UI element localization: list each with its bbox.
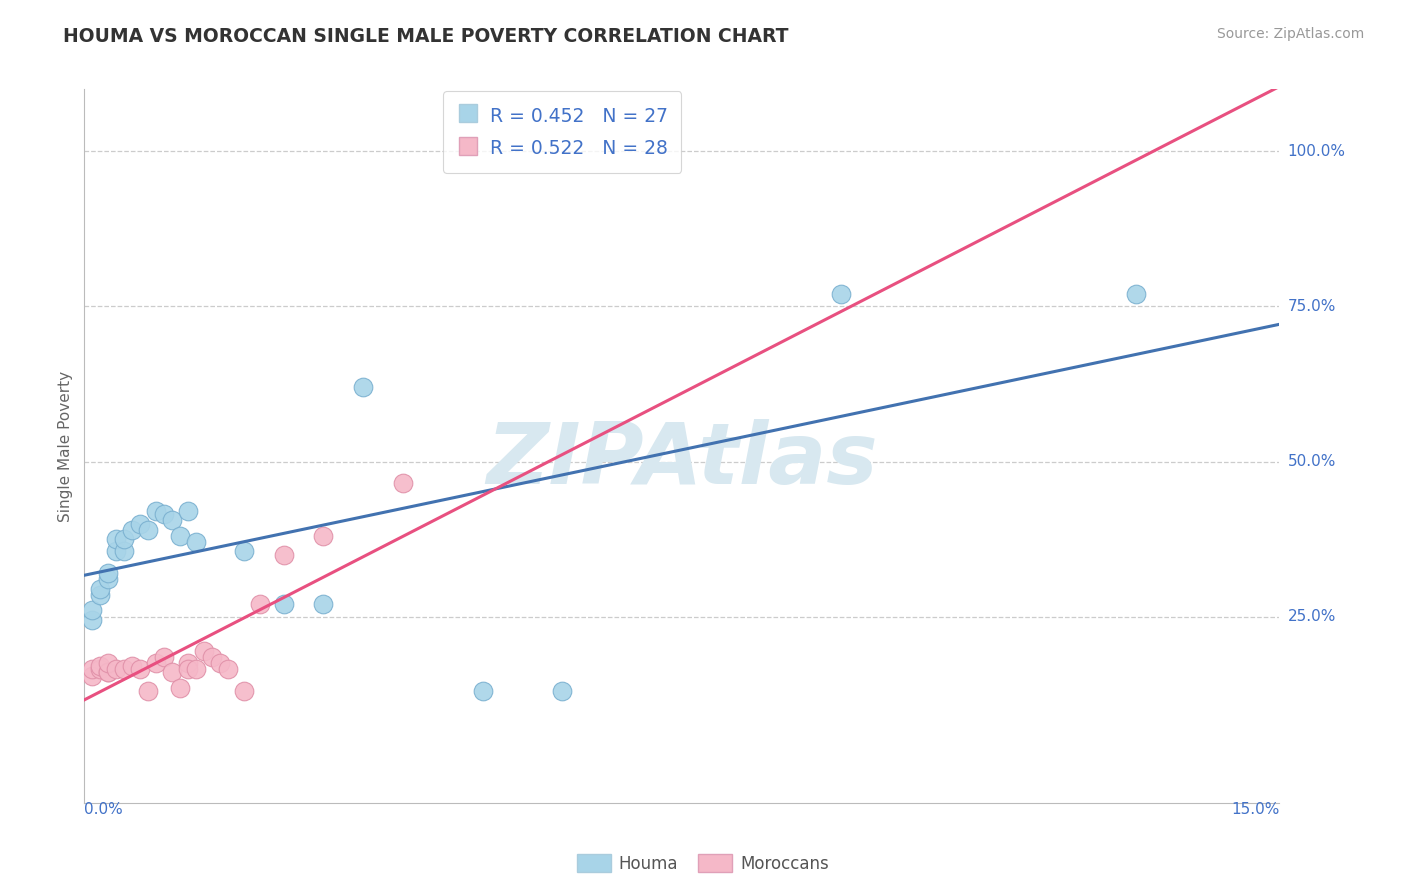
Point bbox=[82, 613, 104, 627]
Point bbox=[208, 656, 231, 670]
Point bbox=[177, 656, 200, 670]
Point bbox=[97, 573, 120, 587]
Point bbox=[97, 656, 120, 670]
Legend: Houma, Moroccans: Houma, Moroccans bbox=[571, 847, 835, 880]
Point bbox=[105, 662, 128, 676]
Point bbox=[193, 644, 215, 658]
Point bbox=[232, 544, 254, 558]
Point bbox=[97, 566, 120, 581]
Point bbox=[112, 544, 135, 558]
Point bbox=[136, 684, 159, 698]
Point bbox=[232, 684, 254, 698]
Point bbox=[217, 662, 239, 676]
Point bbox=[112, 662, 135, 676]
Point bbox=[129, 662, 152, 676]
Point bbox=[82, 662, 104, 676]
Text: 0.0%: 0.0% bbox=[84, 802, 124, 817]
Point bbox=[169, 529, 191, 543]
Point bbox=[129, 516, 152, 531]
Point bbox=[89, 659, 111, 673]
Point bbox=[177, 504, 200, 518]
Text: 25.0%: 25.0% bbox=[1288, 609, 1336, 624]
Y-axis label: Single Male Poverty: Single Male Poverty bbox=[58, 370, 73, 522]
Point bbox=[145, 656, 167, 670]
Text: HOUMA VS MOROCCAN SINGLE MALE POVERTY CORRELATION CHART: HOUMA VS MOROCCAN SINGLE MALE POVERTY CO… bbox=[63, 27, 789, 45]
Point bbox=[89, 588, 111, 602]
Point bbox=[177, 662, 200, 676]
Text: Source: ZipAtlas.com: Source: ZipAtlas.com bbox=[1216, 27, 1364, 41]
Point bbox=[830, 287, 852, 301]
Text: 50.0%: 50.0% bbox=[1288, 454, 1336, 469]
Text: 100.0%: 100.0% bbox=[1288, 144, 1346, 159]
Point bbox=[136, 523, 159, 537]
Text: ZIPAtlas: ZIPAtlas bbox=[486, 418, 877, 502]
Point bbox=[160, 513, 183, 527]
Point bbox=[105, 544, 128, 558]
Point bbox=[97, 665, 120, 680]
Point bbox=[169, 681, 191, 695]
Point bbox=[273, 597, 295, 611]
Point bbox=[97, 665, 120, 680]
Point bbox=[312, 597, 335, 611]
Point bbox=[160, 665, 183, 680]
Point bbox=[551, 684, 574, 698]
Point bbox=[153, 508, 176, 522]
Point bbox=[352, 380, 374, 394]
Point bbox=[82, 603, 104, 617]
Point bbox=[1125, 287, 1147, 301]
Point bbox=[105, 532, 128, 546]
Point bbox=[82, 668, 104, 682]
Point bbox=[273, 548, 295, 562]
Point bbox=[89, 662, 111, 676]
Point bbox=[89, 582, 111, 596]
Point bbox=[112, 532, 135, 546]
Point bbox=[392, 476, 415, 491]
Point bbox=[184, 535, 207, 549]
Point bbox=[201, 650, 224, 665]
Point bbox=[153, 650, 176, 665]
Text: 75.0%: 75.0% bbox=[1288, 299, 1336, 314]
Legend: R = 0.452   N = 27, R = 0.522   N = 28: R = 0.452 N = 27, R = 0.522 N = 28 bbox=[443, 92, 682, 173]
Text: 15.0%: 15.0% bbox=[1232, 802, 1279, 817]
Point bbox=[121, 523, 143, 537]
Point bbox=[121, 659, 143, 673]
Point bbox=[312, 529, 335, 543]
Point bbox=[471, 684, 494, 698]
Point bbox=[145, 504, 167, 518]
Point bbox=[184, 662, 207, 676]
Point bbox=[249, 597, 271, 611]
